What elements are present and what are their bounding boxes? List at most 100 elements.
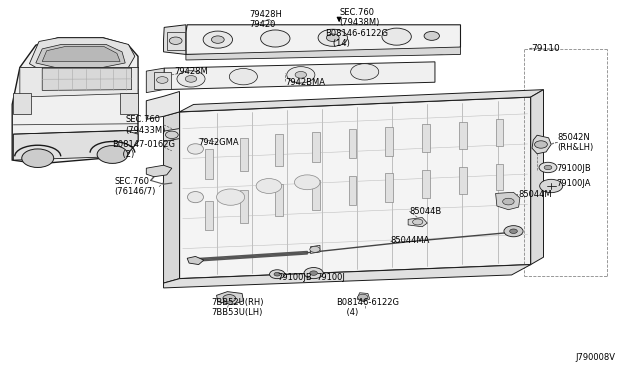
Bar: [349, 129, 356, 158]
Circle shape: [509, 229, 517, 234]
Text: SEC.760
(79438M): SEC.760 (79438M): [339, 8, 380, 27]
Circle shape: [256, 179, 282, 193]
Circle shape: [310, 271, 317, 275]
Polygon shape: [36, 44, 125, 67]
Circle shape: [382, 28, 412, 45]
Bar: [275, 134, 283, 166]
Bar: [422, 124, 430, 152]
Polygon shape: [29, 38, 135, 71]
Circle shape: [229, 68, 257, 85]
Text: 79100JB: 79100JB: [556, 164, 591, 173]
Text: 79428M: 79428M: [174, 67, 208, 76]
Polygon shape: [310, 245, 320, 253]
Text: B08146-6122G
   (14): B08146-6122G (14): [325, 29, 388, 48]
Text: 7942GMA: 7942GMA: [198, 138, 239, 147]
Polygon shape: [13, 131, 138, 160]
Bar: [385, 127, 393, 155]
Circle shape: [203, 31, 232, 48]
Polygon shape: [164, 264, 531, 288]
Circle shape: [157, 77, 168, 83]
Circle shape: [351, 64, 379, 80]
Text: 85044B: 85044B: [410, 207, 442, 216]
Polygon shape: [147, 92, 179, 119]
Polygon shape: [164, 62, 435, 90]
Circle shape: [540, 179, 563, 193]
Polygon shape: [216, 292, 243, 305]
Bar: [422, 170, 430, 198]
Bar: [460, 122, 467, 149]
Bar: [460, 167, 467, 194]
Circle shape: [502, 198, 514, 205]
Polygon shape: [164, 25, 186, 54]
Bar: [312, 180, 320, 210]
Circle shape: [287, 67, 315, 83]
Polygon shape: [532, 135, 551, 154]
Bar: [205, 149, 212, 179]
Bar: [154, 72, 171, 89]
Bar: [167, 32, 184, 49]
Polygon shape: [357, 293, 370, 302]
Text: 79100J: 79100J: [316, 273, 345, 282]
Polygon shape: [179, 97, 531, 279]
Polygon shape: [186, 25, 461, 54]
Circle shape: [269, 270, 285, 279]
Text: 85042N
(RH&LH): 85042N (RH&LH): [557, 132, 594, 152]
Circle shape: [166, 131, 178, 138]
Circle shape: [424, 32, 440, 40]
Text: 85044MA: 85044MA: [390, 236, 429, 246]
Circle shape: [274, 272, 280, 276]
Polygon shape: [147, 68, 164, 93]
Circle shape: [211, 36, 224, 43]
Circle shape: [318, 29, 348, 46]
Bar: [495, 164, 503, 190]
Bar: [495, 119, 503, 146]
Polygon shape: [495, 192, 520, 210]
Circle shape: [185, 76, 196, 82]
Polygon shape: [147, 165, 172, 177]
Circle shape: [413, 219, 423, 225]
Bar: [312, 132, 320, 162]
Circle shape: [358, 294, 368, 300]
Text: SEC.760
(76146/7): SEC.760 (76146/7): [115, 177, 156, 196]
Circle shape: [539, 162, 557, 173]
Text: 79428H
79420: 79428H 79420: [250, 10, 283, 29]
Circle shape: [295, 71, 307, 78]
Bar: [385, 173, 393, 202]
Text: B08146-6122G
    (4): B08146-6122G (4): [336, 298, 399, 317]
Circle shape: [177, 71, 205, 87]
Bar: [205, 201, 212, 231]
Polygon shape: [186, 47, 461, 60]
Text: 79100JB: 79100JB: [277, 273, 312, 282]
Circle shape: [294, 175, 320, 190]
Polygon shape: [164, 112, 179, 283]
Polygon shape: [164, 129, 179, 141]
Ellipse shape: [188, 144, 204, 154]
Bar: [120, 93, 138, 114]
Bar: [349, 176, 356, 205]
Circle shape: [260, 30, 290, 47]
Text: J790008V: J790008V: [575, 353, 616, 362]
Bar: [240, 138, 248, 171]
Circle shape: [504, 226, 523, 237]
Bar: [275, 184, 283, 216]
Text: 85044M: 85044M: [518, 190, 552, 199]
Polygon shape: [42, 68, 132, 90]
Text: 7BB52U(RH)
7BB53U(LH): 7BB52U(RH) 7BB53U(LH): [211, 298, 264, 317]
Text: 79100JA: 79100JA: [556, 179, 591, 187]
Polygon shape: [187, 256, 204, 264]
Polygon shape: [12, 38, 138, 164]
Text: 7942BMA: 7942BMA: [285, 78, 325, 87]
Circle shape: [97, 145, 128, 163]
Circle shape: [304, 267, 323, 279]
Circle shape: [544, 165, 552, 170]
Text: 79110: 79110: [531, 44, 559, 53]
Circle shape: [170, 37, 182, 44]
Polygon shape: [408, 218, 428, 227]
Polygon shape: [179, 90, 543, 112]
Ellipse shape: [188, 192, 204, 203]
Bar: [13, 93, 31, 114]
Circle shape: [326, 34, 339, 41]
Polygon shape: [20, 67, 138, 97]
Text: B08147-0162G
    (2): B08147-0162G (2): [113, 140, 175, 159]
Text: SEC.760
(79433M): SEC.760 (79433M): [125, 115, 166, 135]
